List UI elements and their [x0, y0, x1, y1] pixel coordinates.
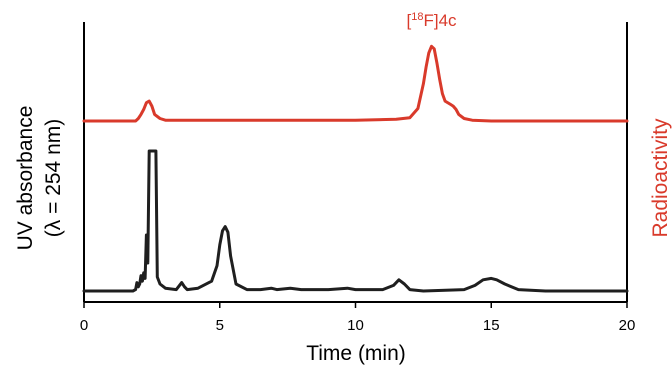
peak-annotation: [18F]4c [406, 11, 457, 30]
annotation-prefix: [ [406, 11, 411, 30]
radio-trace [82, 44, 629, 123]
x-ticks: 0 5 10 15 20 [80, 302, 636, 334]
x-tick-label: 20 [619, 317, 636, 334]
right-axis-title: Radioactivity [649, 118, 672, 238]
y-axis-title-line2: (λ = 254 nm) [42, 119, 65, 237]
y-axis-title-line1: UV absorbance [14, 106, 37, 251]
annotation-superscript: 18 [411, 11, 423, 23]
x-tick-label: 15 [483, 317, 500, 334]
x-tick-label: 0 [80, 317, 88, 334]
x-tick-label: 5 [216, 317, 224, 334]
x-axis-title: Time (min) [306, 342, 406, 365]
x-tick-label: 10 [347, 317, 364, 334]
uv-trace [82, 149, 629, 293]
annotation-suffix: F]4c [423, 11, 457, 30]
traces [82, 44, 629, 293]
